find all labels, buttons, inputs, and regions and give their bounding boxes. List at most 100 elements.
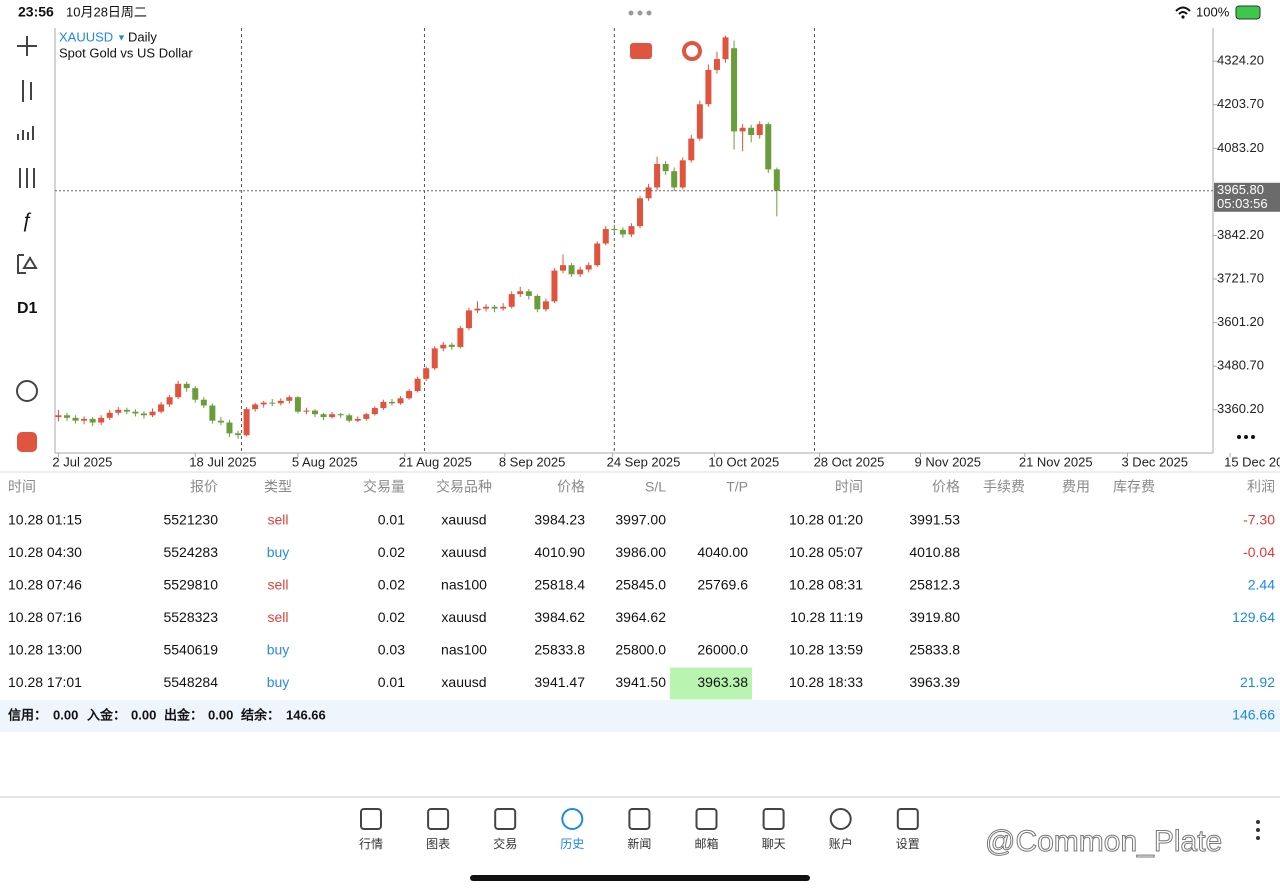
tab-label[interactable]: 新闻 bbox=[627, 836, 651, 851]
candle-body bbox=[175, 383, 182, 398]
timeframe[interactable]: D1 bbox=[17, 300, 38, 317]
tab-icon bbox=[628, 808, 651, 830]
cell: xauusd bbox=[441, 512, 486, 528]
cell: 10.28 17:01 bbox=[8, 674, 82, 690]
tab[interactable]: 邮箱 bbox=[694, 808, 719, 851]
cell: 10.28 08:31 bbox=[789, 577, 863, 593]
cell: 5521230 bbox=[163, 512, 218, 528]
cell: 3964.62 bbox=[615, 609, 666, 625]
tab[interactable]: 设置 bbox=[896, 808, 920, 851]
candle-body bbox=[329, 414, 336, 418]
candle-body bbox=[423, 368, 430, 379]
candle-body bbox=[414, 378, 421, 392]
tab-label[interactable]: 图表 bbox=[426, 837, 450, 851]
cell: 5540619 bbox=[163, 642, 218, 658]
summary-value: 0.00 bbox=[53, 707, 78, 722]
crosshair-tool[interactable] bbox=[17, 36, 37, 56]
candle-body bbox=[337, 414, 344, 416]
tab[interactable]: 行情 bbox=[359, 808, 383, 851]
overflow-menu[interactable] bbox=[1256, 820, 1260, 840]
candle-body bbox=[388, 401, 395, 404]
candle-body bbox=[217, 420, 224, 423]
symbol[interactable]: XAUUSD bbox=[59, 29, 113, 44]
symbol-dropdown[interactable]: ▼ bbox=[117, 32, 126, 42]
settings-tool[interactable] bbox=[19, 168, 35, 188]
x-tick-label: 28 Oct 2025 bbox=[814, 454, 885, 469]
column-header: 交易量 bbox=[363, 479, 405, 495]
tab-label[interactable]: 行情 bbox=[359, 837, 383, 851]
tab[interactable]: 图表 bbox=[426, 808, 450, 851]
tab[interactable]: 聊天 bbox=[762, 808, 786, 851]
tab-icon bbox=[427, 808, 450, 830]
candle-body bbox=[371, 408, 378, 415]
candle-body bbox=[183, 383, 190, 389]
y-tick-label: 3480.70 bbox=[1217, 358, 1264, 373]
candle-body bbox=[269, 402, 276, 404]
cell: 25769.6 bbox=[697, 577, 748, 593]
summary-label: 信用： bbox=[8, 707, 47, 722]
symbol-description: Spot Gold vs US Dollar bbox=[59, 45, 193, 60]
cell: 10.28 07:16 bbox=[8, 609, 82, 625]
candle-body bbox=[628, 226, 635, 235]
signal-icon[interactable] bbox=[682, 41, 702, 61]
wifi-dot bbox=[1181, 15, 1185, 19]
tab-label[interactable]: 交易 bbox=[493, 836, 517, 851]
column-header: 费用 bbox=[1062, 479, 1090, 495]
candle-body bbox=[611, 229, 618, 231]
tab-label[interactable]: 历史 bbox=[560, 837, 584, 851]
tab[interactable]: 交易 bbox=[493, 808, 517, 851]
wifi-icon bbox=[1175, 6, 1191, 15]
candle-body bbox=[320, 414, 327, 418]
cell: nas100 bbox=[441, 577, 487, 593]
candle-body bbox=[158, 404, 165, 412]
tab[interactable]: 新闻 bbox=[627, 808, 651, 851]
cell: 3984.23 bbox=[534, 512, 585, 528]
signal-tool[interactable] bbox=[16, 380, 38, 402]
cell: 4010.90 bbox=[534, 544, 585, 560]
x-tick-label: 24 Sep 2025 bbox=[607, 454, 681, 469]
tab-icon bbox=[762, 808, 785, 830]
profit: -0.04 bbox=[1243, 544, 1275, 560]
tab-label[interactable]: 聊天 bbox=[762, 837, 786, 851]
chart-type-tool[interactable] bbox=[22, 80, 32, 102]
candle-body bbox=[483, 306, 490, 309]
tab[interactable]: 账户 bbox=[829, 808, 853, 851]
cell: 10.28 07:46 bbox=[8, 577, 82, 593]
candle-body bbox=[722, 37, 729, 60]
candle-body bbox=[739, 127, 746, 132]
tab-label[interactable]: 账户 bbox=[829, 836, 853, 851]
trade-icon[interactable] bbox=[630, 43, 652, 59]
volume-tool[interactable] bbox=[17, 126, 34, 140]
tab-label[interactable]: 设置 bbox=[896, 837, 920, 851]
cell: buy bbox=[267, 544, 290, 560]
summary-total: 146.66 bbox=[1232, 707, 1275, 723]
tab-icon bbox=[494, 808, 517, 830]
cell: 0.02 bbox=[378, 544, 405, 560]
candle-body bbox=[106, 412, 113, 418]
tab-label[interactable]: 邮箱 bbox=[694, 836, 718, 851]
indicator-tool[interactable]: ƒ bbox=[21, 209, 32, 231]
x-tick-label: 21 Aug 2025 bbox=[399, 454, 472, 469]
y-tick-label: 3360.20 bbox=[1217, 401, 1264, 416]
candle-body bbox=[577, 269, 584, 275]
candle-body bbox=[765, 124, 772, 170]
cell: 0.02 bbox=[378, 609, 405, 625]
more-dots[interactable] bbox=[1237, 435, 1255, 439]
candle-body bbox=[568, 265, 575, 275]
tab[interactable]: 历史 bbox=[560, 808, 584, 851]
candle-body bbox=[731, 48, 738, 132]
app-icon[interactable] bbox=[17, 432, 37, 452]
cell: 3997.00 bbox=[615, 512, 666, 528]
candle-body bbox=[491, 306, 498, 309]
candle-body bbox=[406, 391, 413, 399]
cell: 3984.62 bbox=[534, 609, 585, 625]
multitask-dots[interactable] bbox=[628, 10, 652, 16]
candle-body bbox=[525, 291, 532, 296]
candle-body bbox=[465, 310, 472, 329]
cell: 4010.88 bbox=[909, 544, 960, 560]
cell: xauusd bbox=[441, 609, 486, 625]
column-header: S/L bbox=[645, 479, 666, 495]
cell: 0.03 bbox=[378, 642, 405, 658]
objects-tool[interactable] bbox=[17, 254, 38, 274]
candle-body bbox=[397, 398, 404, 404]
